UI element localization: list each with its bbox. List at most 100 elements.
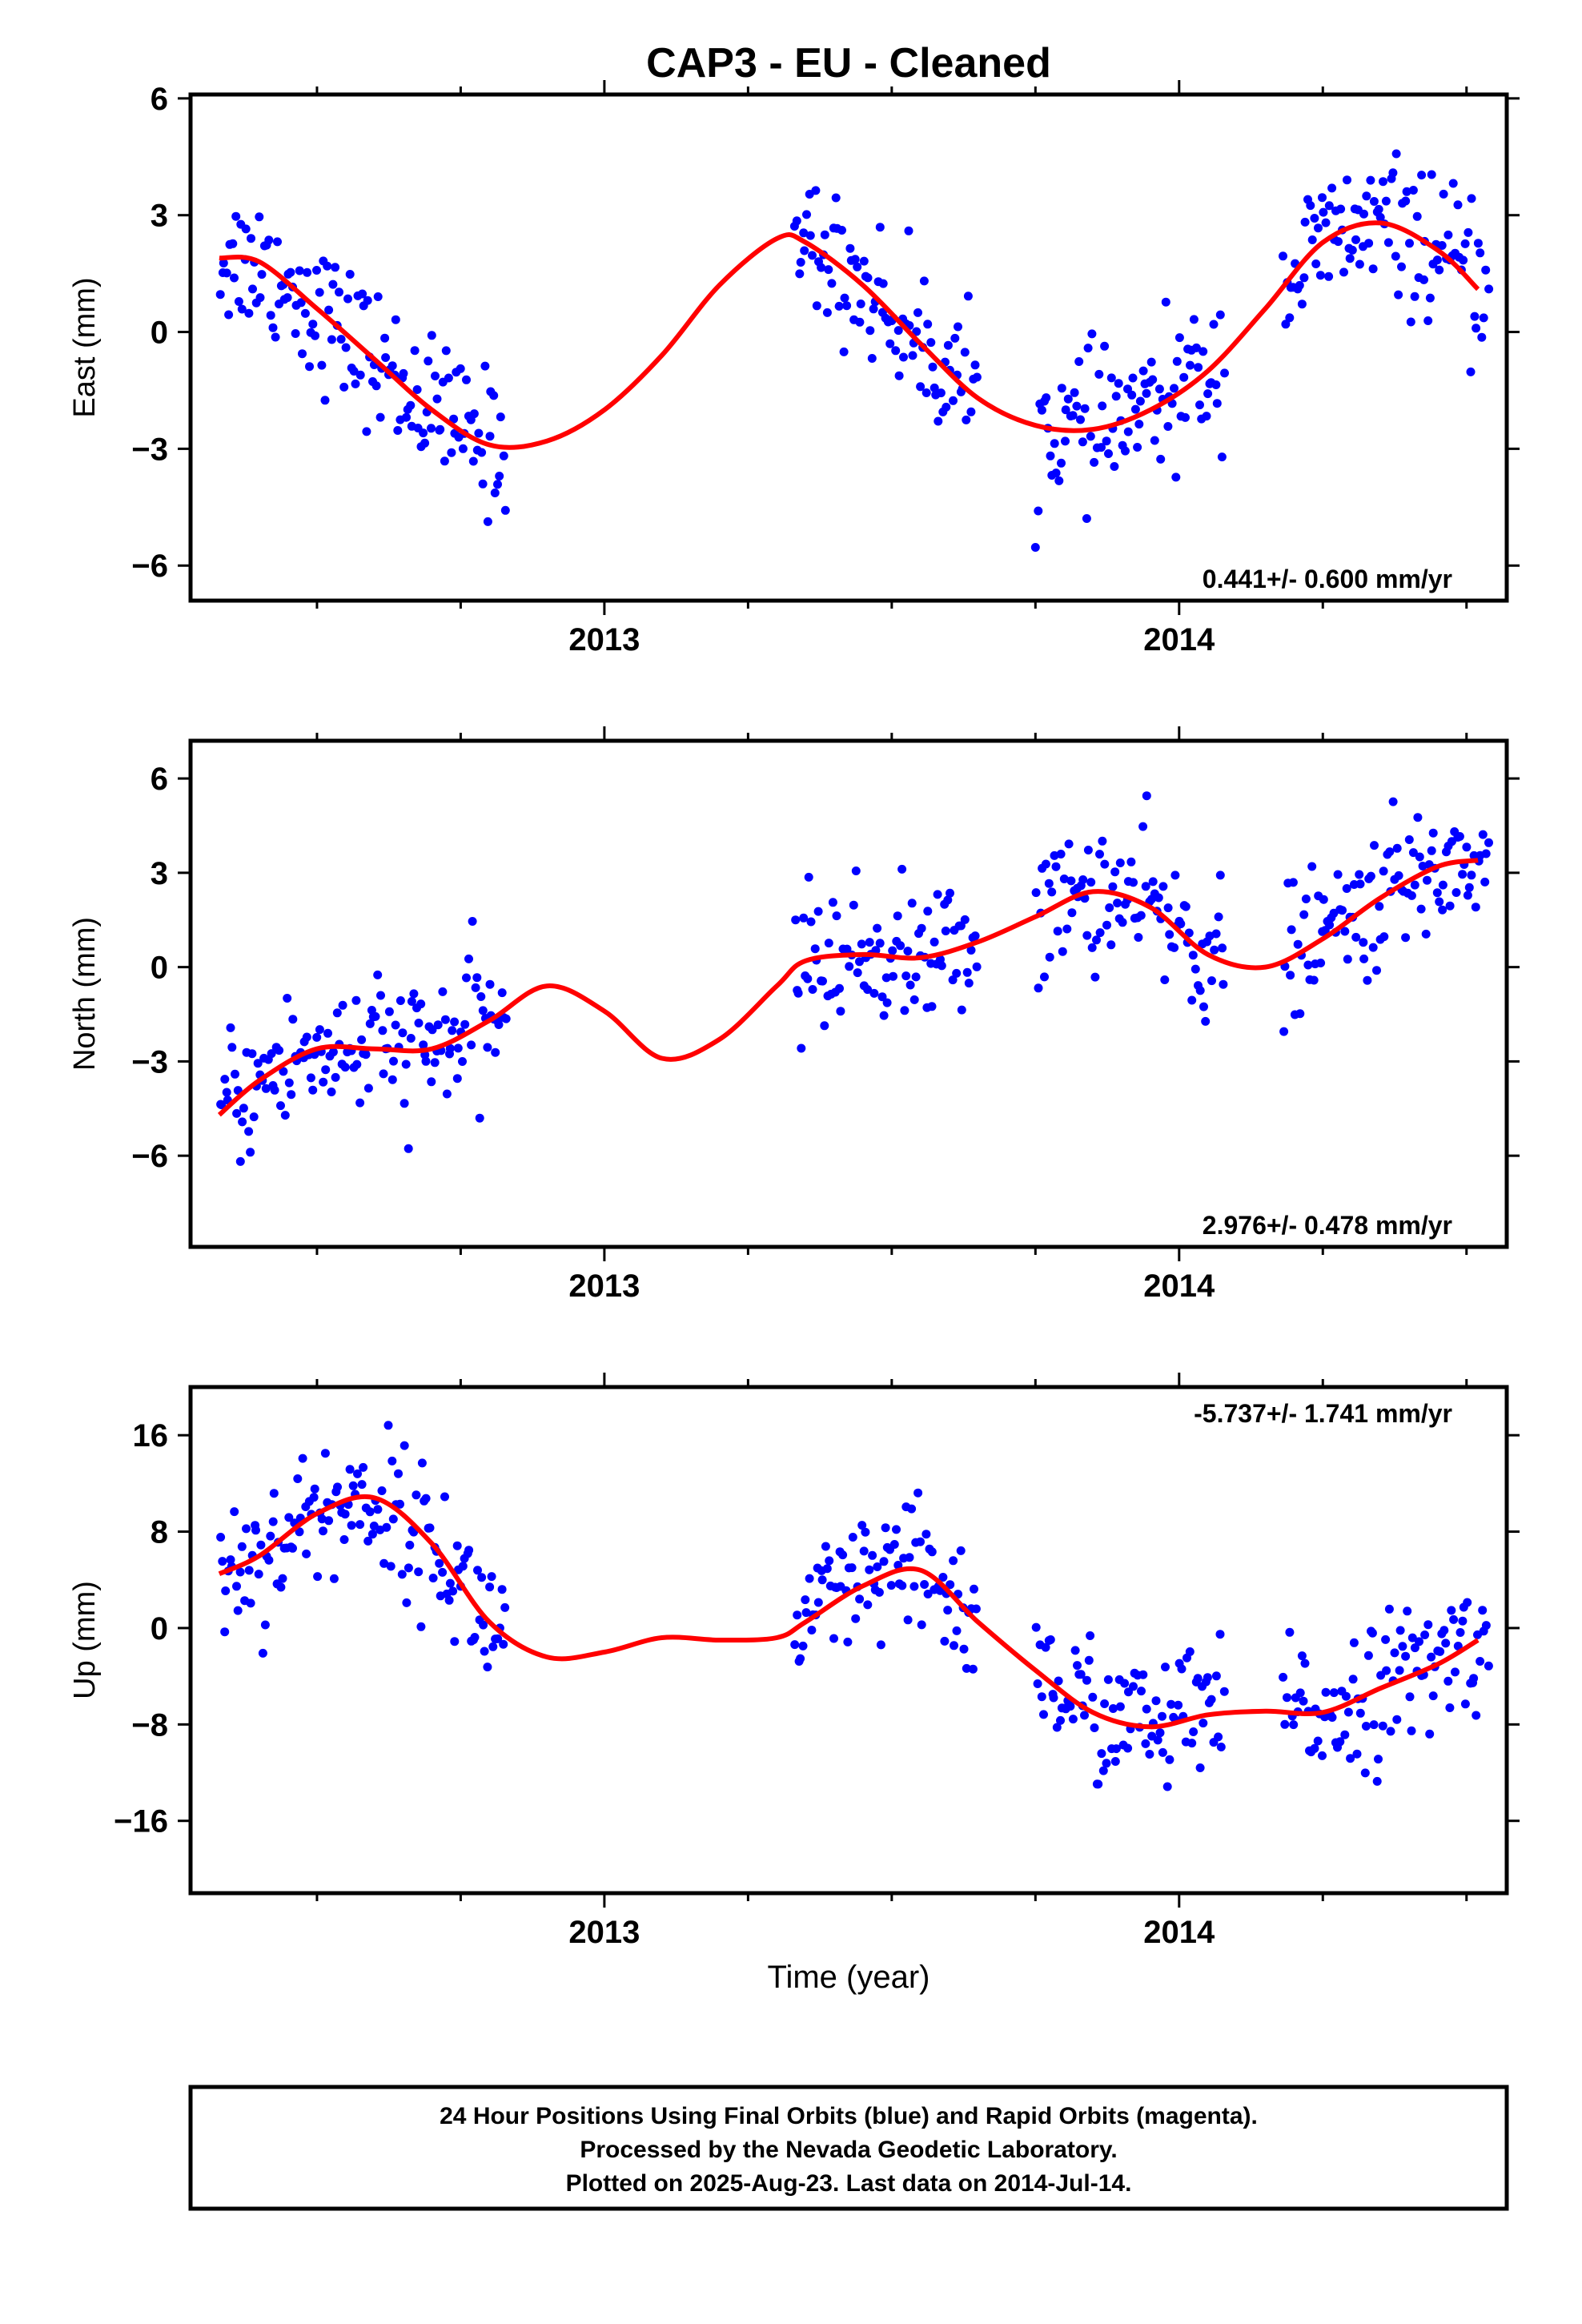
data-point: [1395, 1666, 1404, 1675]
data-point: [1392, 1715, 1402, 1724]
data-point: [399, 368, 408, 378]
data-point: [1057, 384, 1066, 393]
data-point: [375, 412, 385, 422]
data-point: [824, 265, 833, 275]
data-point: [308, 320, 318, 329]
data-point: [913, 1488, 923, 1498]
data-point: [1034, 983, 1043, 993]
data-point: [1135, 396, 1145, 406]
data-point: [470, 1633, 480, 1642]
data-point: [1402, 187, 1411, 196]
data-point: [242, 1524, 251, 1534]
data-point: [1092, 935, 1101, 945]
data-point: [1181, 412, 1190, 422]
data-point: [1113, 899, 1122, 908]
data-point: [938, 1573, 948, 1582]
data-point: [1191, 343, 1201, 352]
data-point: [444, 1595, 454, 1605]
data-point: [379, 1558, 389, 1568]
data-point: [1050, 439, 1059, 448]
data-point: [228, 239, 238, 248]
data-point: [382, 1522, 391, 1532]
data-point: [1056, 850, 1066, 858]
data-point: [1299, 273, 1309, 283]
east-panel: 2013 2014 6 3 0 −3 −6 East (mm) 0.441+/- 0.600 m…: [68, 80, 1520, 657]
data-point: [255, 212, 264, 222]
data-point: [1105, 903, 1114, 912]
data-point: [873, 923, 882, 933]
data-point: [288, 1015, 298, 1024]
data-point: [1351, 235, 1360, 244]
data-point: [859, 1546, 869, 1556]
data-point: [1453, 200, 1463, 210]
data-point: [319, 1077, 328, 1087]
data-point: [349, 367, 359, 376]
data-point: [1114, 379, 1123, 388]
data-point: [904, 226, 913, 235]
data-point: [881, 1523, 890, 1533]
data-point: [1381, 196, 1391, 206]
data-point: [962, 415, 971, 424]
data-point: [327, 335, 336, 344]
data-point: [483, 517, 492, 526]
data-point: [497, 1585, 507, 1594]
data-point: [1061, 405, 1070, 415]
data-point: [1310, 1743, 1319, 1753]
data-point: [1161, 297, 1170, 307]
data-point: [863, 273, 873, 283]
data-point: [1316, 959, 1326, 967]
data-point: [468, 456, 478, 466]
data-point: [838, 1550, 848, 1560]
data-point: [900, 1006, 909, 1015]
data-point: [908, 351, 917, 360]
data-point: [302, 1032, 311, 1042]
data-point: [893, 326, 903, 336]
data-point: [499, 1639, 508, 1649]
data-point: [323, 1028, 332, 1038]
data-point: [1293, 939, 1303, 949]
data-point: [1199, 1719, 1208, 1728]
data-point: [1458, 1616, 1468, 1626]
data-point: [387, 1456, 397, 1466]
data-point: [333, 1482, 342, 1492]
data-point: [221, 1586, 231, 1595]
data-point: [237, 304, 247, 314]
x-tick-label: 2014: [1143, 1915, 1215, 1950]
data-point: [1435, 897, 1444, 907]
data-point: [319, 1526, 327, 1536]
data-point: [473, 1566, 482, 1575]
data-point: [889, 971, 897, 981]
data-point: [389, 1056, 398, 1066]
data-point: [1100, 1699, 1110, 1708]
data-point: [401, 1059, 411, 1069]
data-point: [1419, 275, 1428, 284]
data-point: [1174, 1700, 1183, 1710]
data-point: [1215, 310, 1225, 320]
data-point: [1163, 903, 1173, 913]
data-point: [1054, 476, 1064, 485]
data-point: [796, 1654, 805, 1663]
data-point: [1086, 1631, 1095, 1640]
data-point: [1054, 1676, 1063, 1686]
data-point: [258, 1648, 267, 1658]
data-point: [1306, 201, 1315, 211]
data-point: [1404, 835, 1414, 844]
data-point: [1160, 975, 1170, 984]
data-point: [1281, 320, 1291, 329]
data-point: [1307, 862, 1317, 871]
data-point: [813, 907, 823, 916]
data-point: [791, 915, 801, 925]
y-tick-label: −6: [131, 1139, 168, 1174]
data-point: [873, 1562, 882, 1571]
y-tick-label: 0: [151, 951, 168, 986]
y-tick-label: −3: [131, 432, 168, 467]
data-point: [1335, 1737, 1345, 1747]
data-point: [1369, 197, 1379, 206]
data-point: [960, 348, 970, 357]
data-point: [1195, 1763, 1205, 1772]
data-point: [410, 346, 420, 356]
data-point: [276, 1582, 286, 1592]
data-point: [1123, 1743, 1133, 1753]
data-point: [300, 308, 310, 318]
data-point: [1098, 401, 1107, 411]
